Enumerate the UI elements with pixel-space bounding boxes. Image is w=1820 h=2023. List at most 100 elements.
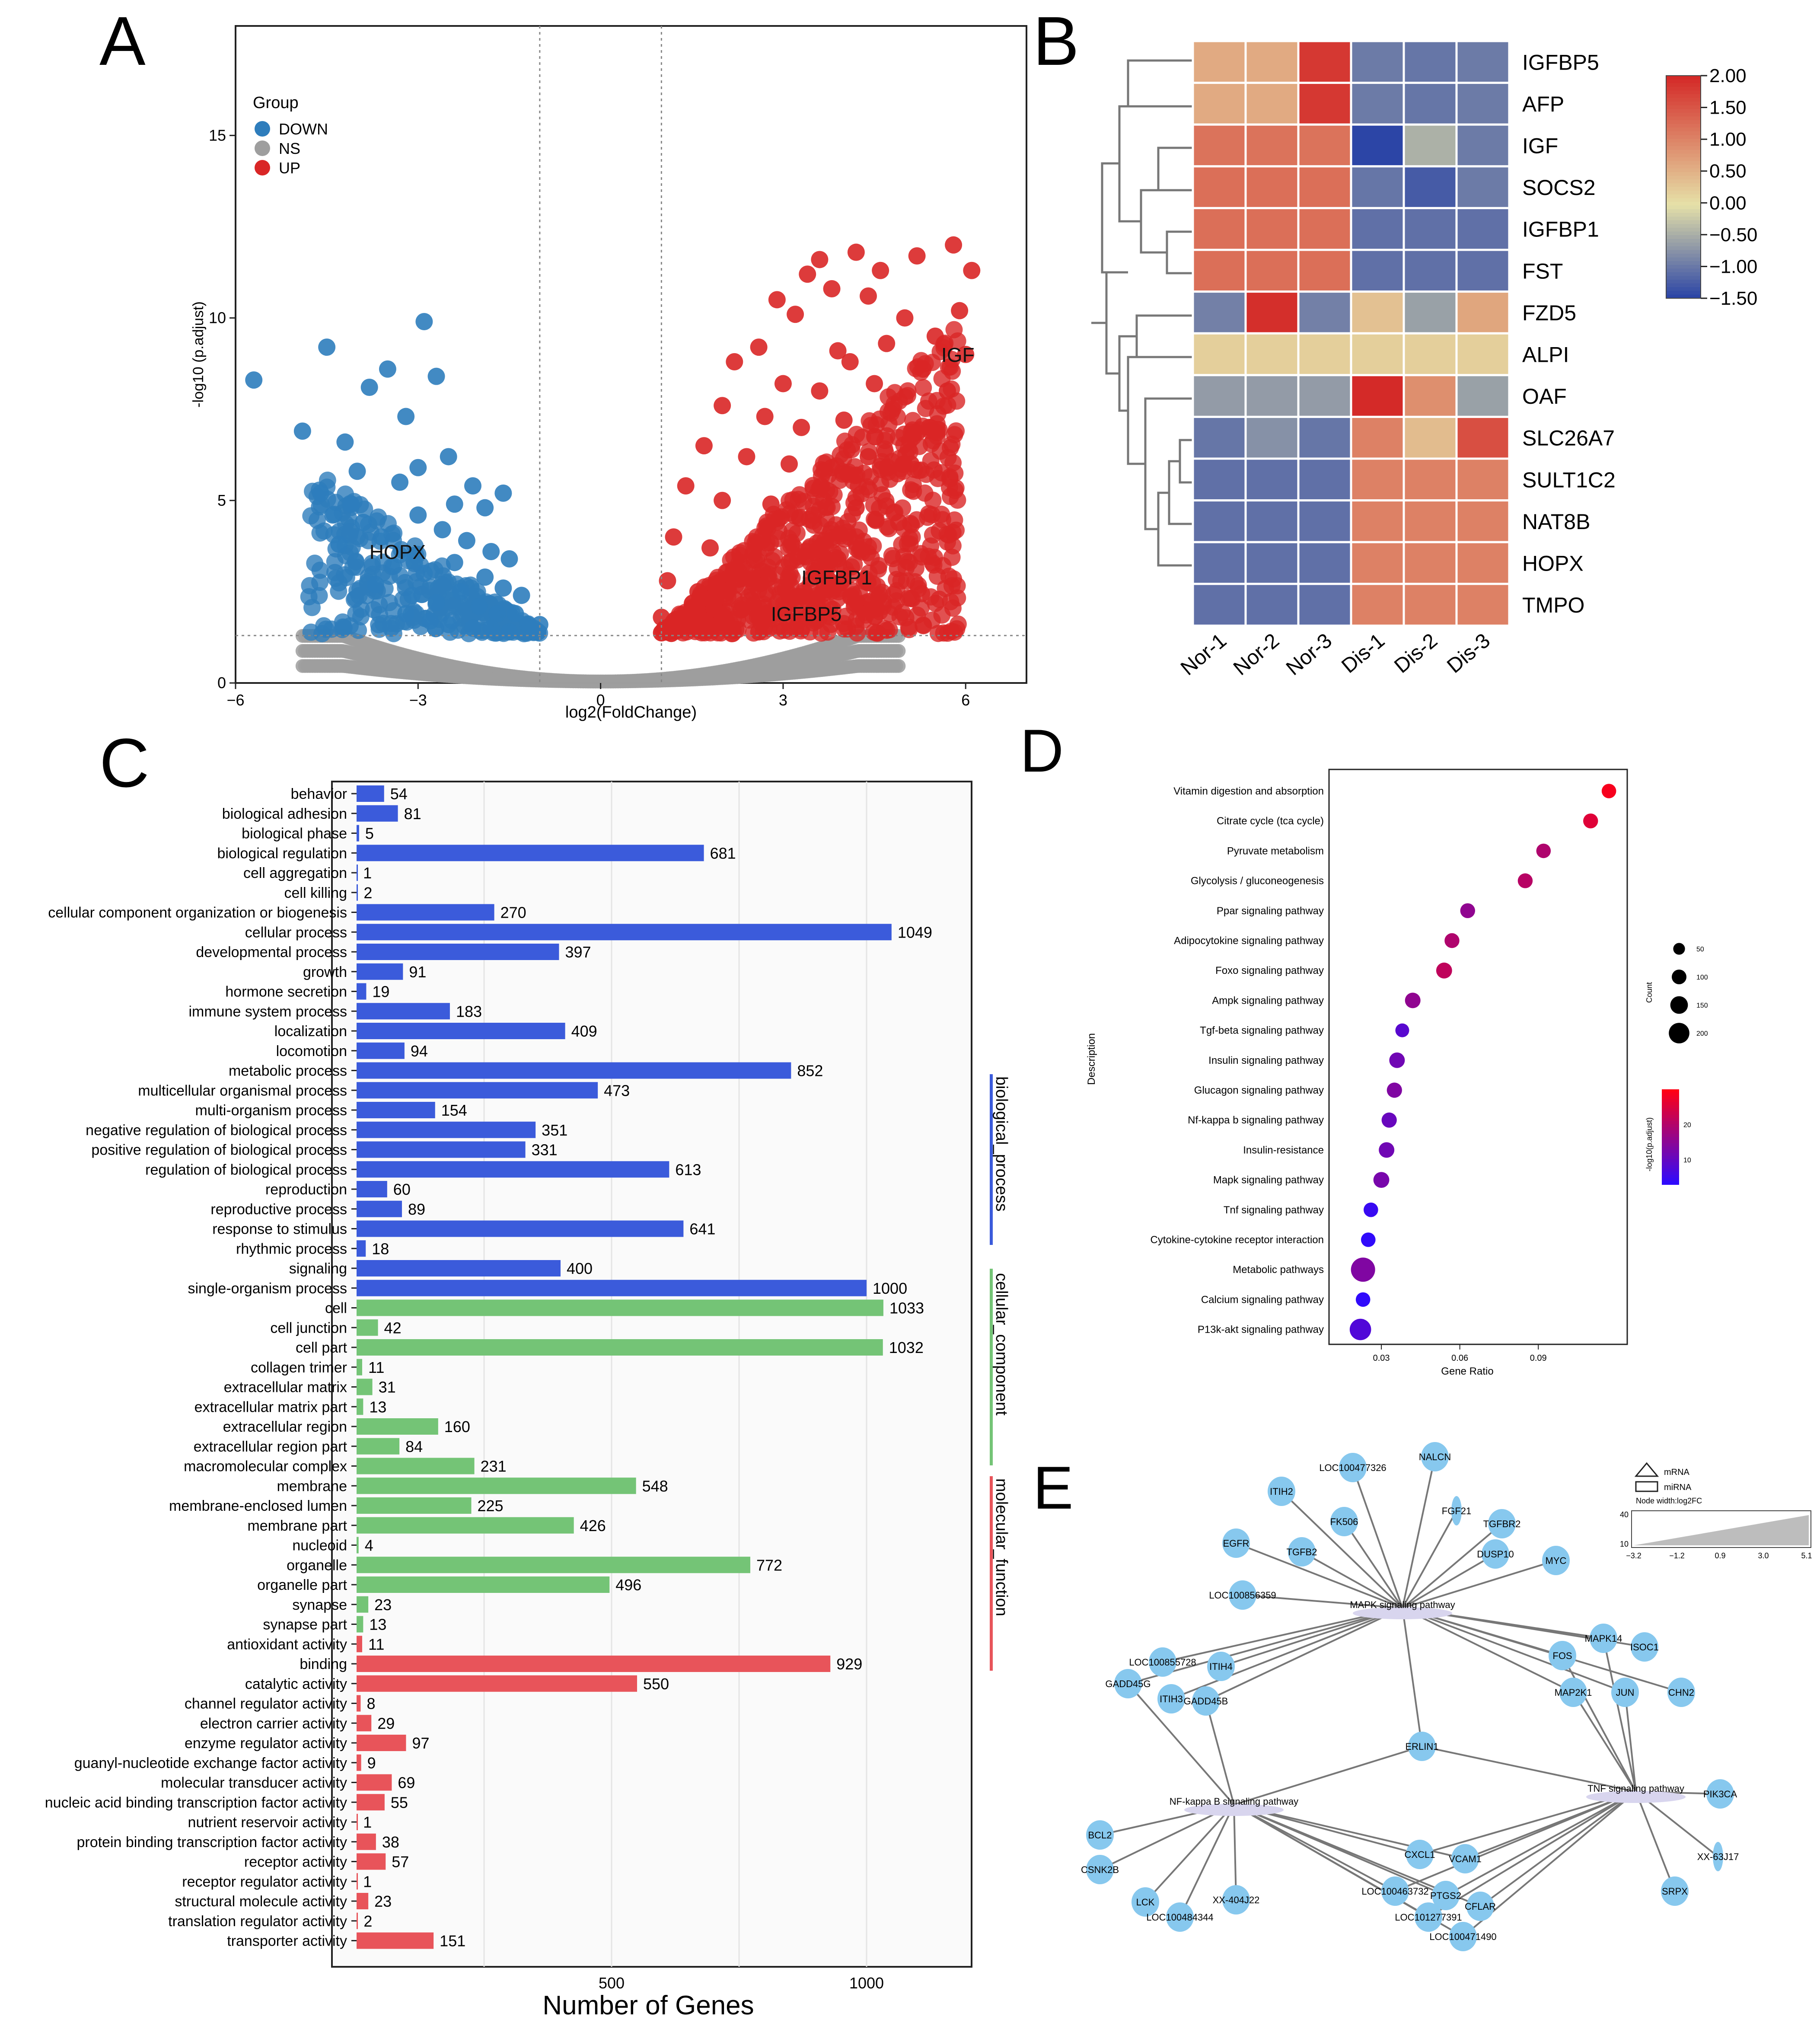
go-term-label: binding bbox=[300, 1656, 347, 1672]
volcano-point-down bbox=[415, 313, 433, 330]
volcano-point-up bbox=[818, 498, 836, 516]
volcano-point-up bbox=[714, 397, 731, 415]
volcano-point-up bbox=[934, 511, 951, 529]
volcano-point-down bbox=[330, 536, 348, 553]
volcano-point-up bbox=[942, 593, 959, 610]
scale-border bbox=[1666, 75, 1701, 299]
gene-node-label: LOC100856359 bbox=[1209, 1590, 1276, 1601]
gene-node bbox=[1149, 1647, 1176, 1677]
go-bar bbox=[357, 1378, 373, 1395]
kegg-term-label: Vitamin digestion and absorption bbox=[1173, 785, 1324, 797]
go-term-label: regulation of biological process bbox=[145, 1161, 347, 1178]
gene-node bbox=[1488, 1509, 1516, 1538]
scale-step bbox=[1666, 220, 1701, 225]
heatmap-cell bbox=[1297, 332, 1352, 377]
go-term-label: localization bbox=[274, 1023, 347, 1040]
pathway-hub bbox=[1586, 1791, 1686, 1803]
gene-node-label: GADD45B bbox=[1184, 1696, 1228, 1707]
volcano-point-up bbox=[726, 353, 743, 370]
volcano-point-up bbox=[847, 243, 865, 261]
scale-step bbox=[1666, 168, 1701, 173]
go-term-label: growth bbox=[303, 964, 347, 980]
gene-node-label: TGFB2 bbox=[1287, 1547, 1317, 1557]
volcano-point-down bbox=[318, 338, 336, 356]
volcano-point-down bbox=[348, 558, 366, 576]
go-bar bbox=[357, 1754, 361, 1771]
network-edge bbox=[1428, 1791, 1637, 1918]
heatmap-cell bbox=[1455, 123, 1511, 168]
volcano-point-up bbox=[941, 470, 959, 488]
heatmap-cell bbox=[1192, 583, 1247, 627]
go-bar bbox=[357, 983, 367, 1000]
heatmap-col-label: Dis-2 bbox=[1390, 629, 1442, 678]
volcano-point-up bbox=[867, 511, 885, 528]
heatmap-cell bbox=[1297, 541, 1352, 585]
go-bar-value: 94 bbox=[411, 1042, 428, 1060]
volcano-x-label: log2(FoldChange) bbox=[565, 703, 697, 721]
color-legend-step bbox=[1662, 1124, 1679, 1128]
go-term-label: structural molecule activity bbox=[175, 1893, 347, 1910]
heatmap-cell bbox=[1244, 165, 1300, 209]
go-bar bbox=[357, 1873, 358, 1890]
gene-node-label: ISOC1 bbox=[1630, 1642, 1659, 1653]
x-tick-label: 3 bbox=[779, 691, 787, 709]
go-bar-value: 2 bbox=[363, 1912, 372, 1930]
heatmap-cell bbox=[1244, 207, 1300, 251]
go-term-label: cell aggregation bbox=[243, 865, 347, 881]
kegg-dot bbox=[1405, 992, 1421, 1008]
volcano-point-down bbox=[452, 583, 469, 600]
heatmap-cell bbox=[1402, 415, 1458, 460]
network-edge bbox=[1233, 1804, 1237, 1900]
volcano-point-up bbox=[854, 428, 871, 446]
go-bar bbox=[357, 785, 384, 802]
go-bar-value: 154 bbox=[441, 1101, 467, 1119]
go-bar-value: 496 bbox=[615, 1576, 641, 1594]
kegg-dot bbox=[1373, 1172, 1390, 1188]
heatmap-cell bbox=[1455, 249, 1511, 293]
go-term-label: single-organism process bbox=[188, 1280, 347, 1297]
go-bar bbox=[357, 1102, 435, 1118]
network-edge bbox=[1402, 1553, 1496, 1609]
scale-step bbox=[1666, 112, 1701, 117]
scale-step bbox=[1666, 201, 1701, 206]
legend-triangle-icon bbox=[1634, 1462, 1659, 1477]
volcano-axes: −6 −3 0 3 6 0 5 10 15 IGF IGFBP1 IGFBP5 HOPX bbox=[209, 26, 1026, 709]
gene-node-label: XX-404J22 bbox=[1213, 1895, 1260, 1905]
go-term-label: cell part bbox=[296, 1340, 347, 1356]
volcano-point-down bbox=[310, 587, 328, 605]
color-legend-step bbox=[1662, 1165, 1679, 1169]
volcano-point-up bbox=[933, 606, 951, 624]
gene-node-label: MAP2K1 bbox=[1555, 1687, 1592, 1698]
kegg-dot bbox=[1536, 843, 1551, 858]
volcano-point-up bbox=[793, 418, 810, 436]
go-bar bbox=[357, 1596, 369, 1613]
volcano-point-down bbox=[311, 524, 329, 542]
volcano-point-down bbox=[319, 472, 336, 489]
volcano-point-up bbox=[890, 514, 908, 531]
go-term-label: biological phase bbox=[242, 826, 347, 842]
heatmap-cell bbox=[1455, 583, 1511, 627]
scale-step bbox=[1666, 217, 1701, 221]
gene-node bbox=[1451, 1496, 1462, 1525]
go-term-label: immune system process bbox=[188, 1003, 347, 1020]
scale-step bbox=[1666, 257, 1701, 262]
scale-step bbox=[1666, 198, 1701, 202]
color-legend-step bbox=[1662, 1149, 1679, 1153]
kegg-term-label: Insulin signaling pathway bbox=[1208, 1055, 1324, 1066]
volcano-point-down bbox=[446, 554, 463, 571]
volcano-point-up bbox=[841, 353, 859, 370]
volcano-point-down bbox=[513, 587, 530, 604]
heatmap-cell bbox=[1455, 374, 1511, 418]
color-legend-step bbox=[1662, 1133, 1679, 1137]
volcano-point-up bbox=[939, 382, 956, 400]
legend-x-tick: 5.1 bbox=[1801, 1551, 1812, 1560]
heatmap-cell bbox=[1192, 332, 1247, 377]
go-term-label: developmental process bbox=[196, 944, 347, 960]
volcano-point-down bbox=[434, 567, 452, 585]
legend-x-tick: 3.0 bbox=[1758, 1551, 1769, 1560]
heatmap-cell bbox=[1402, 541, 1458, 585]
go-term-label: transporter activity bbox=[227, 1933, 347, 1950]
legend-y-top: 40 bbox=[1620, 1510, 1629, 1519]
go-bar-value: 42 bbox=[384, 1319, 402, 1337]
heatmap-cell bbox=[1402, 249, 1458, 293]
